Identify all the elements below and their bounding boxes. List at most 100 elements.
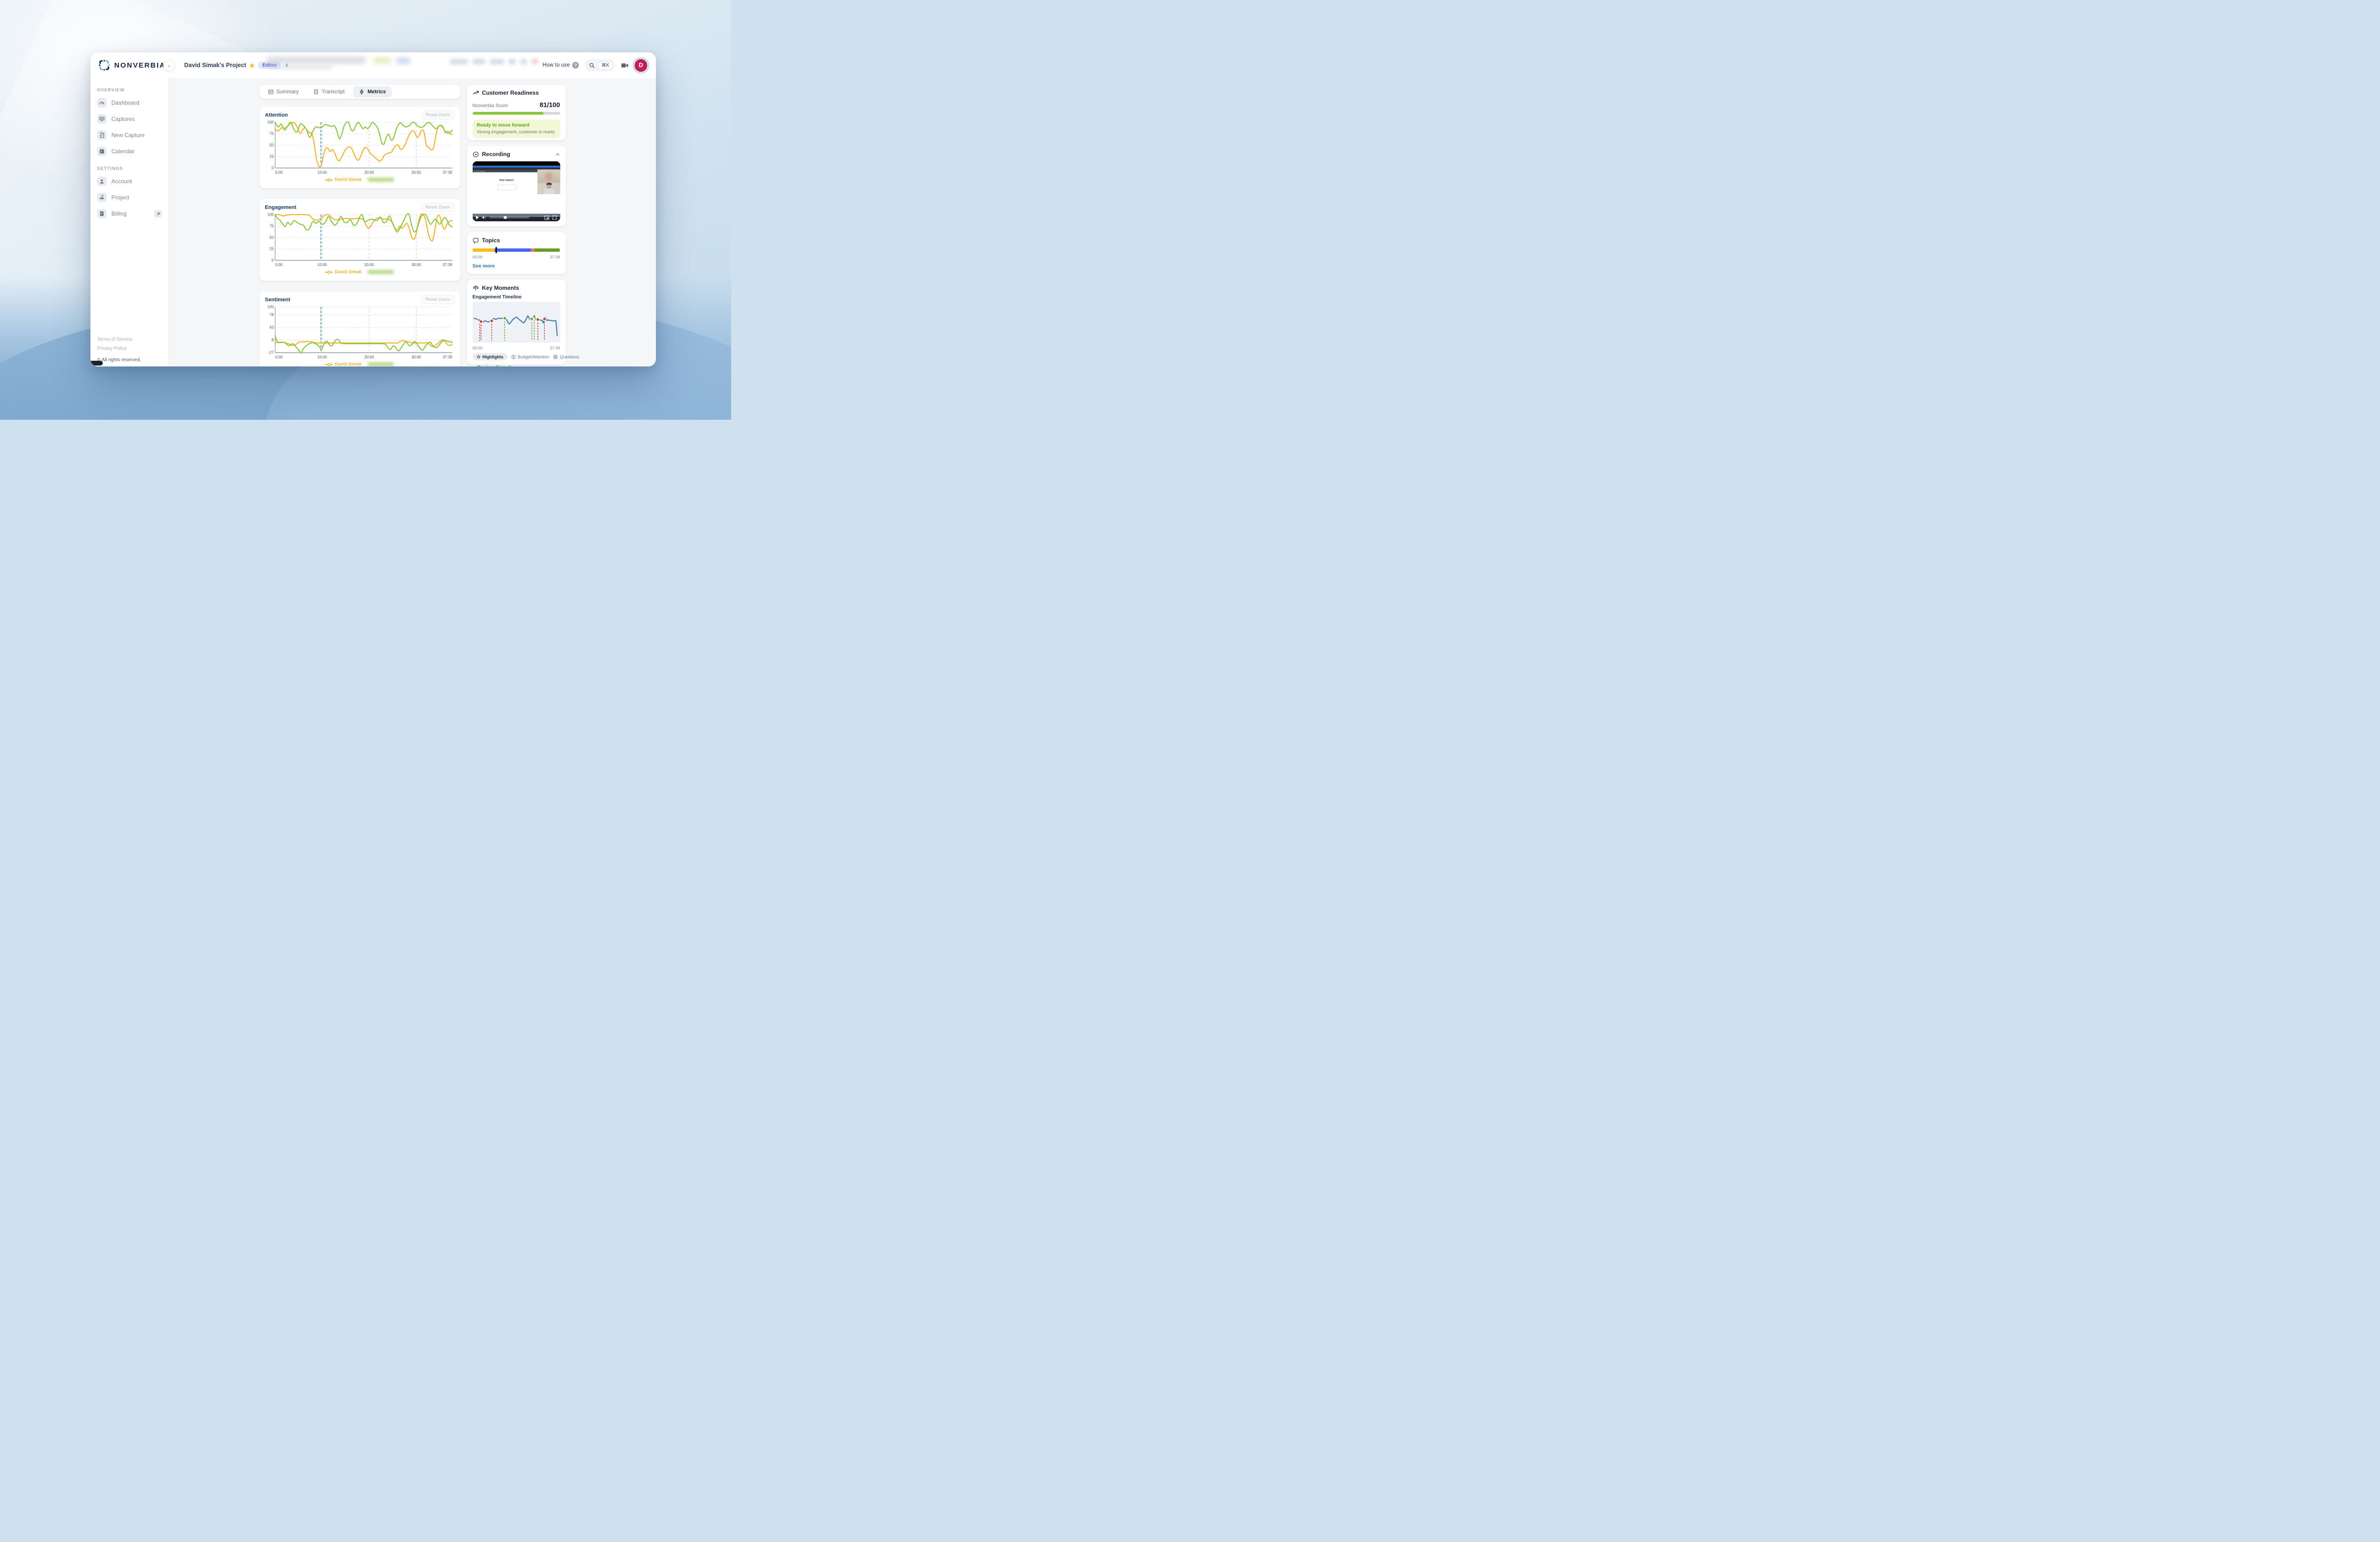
topic-segment-2[interactable] [530, 248, 535, 252]
logo-mark-icon [99, 59, 110, 71]
legend-david-simak[interactable]: David Simak [325, 269, 362, 275]
how-to-use-link[interactable]: How to use ? [543, 62, 579, 69]
sidebar-item-captures[interactable]: Captures [97, 113, 162, 125]
chart-legend: David Simak [265, 176, 455, 183]
avatar[interactable]: D [635, 59, 647, 72]
sidebar-collapse-button[interactable]: ‹ [163, 60, 175, 71]
legend-marker-icon [325, 178, 333, 181]
sidebar-item-dashboard[interactable]: Dashboard [97, 97, 162, 109]
sidebar: OVERVIEW Dashboard Captures [90, 78, 169, 366]
transcript-icon [314, 89, 318, 94]
filter-budget-attention[interactable]: $ Budget/Attention [511, 355, 549, 359]
volume-icon[interactable] [482, 215, 486, 220]
engagement-chart[interactable]: 0 25 50 75 100 0:00 10:00 20:00 30:00 37:39 [265, 212, 455, 268]
app-header: NONVERBIA ‹ David Simak's Project Editor… [90, 52, 656, 78]
project-selector[interactable]: David Simak's Project Editor ▲ ▼ [184, 61, 288, 69]
legend-redacted[interactable] [367, 270, 394, 274]
sidebar-item-project[interactable]: Project [97, 191, 162, 204]
brand-name: NONVERBIA [114, 61, 166, 69]
sidebar-item-label: Calendar [111, 148, 135, 155]
legend-marker-icon [325, 363, 333, 366]
sidebar-item-new-capture[interactable]: New Capture [97, 129, 162, 141]
video-player[interactable]: New Capture [472, 161, 560, 221]
charts-column: Summary Transcript Metrics [259, 85, 460, 366]
km-end-time: 37:39 [550, 346, 560, 350]
reset-zoom-button[interactable]: Reset Zoom [421, 203, 455, 212]
buying-signals[interactable]: Buying Signals [472, 365, 560, 367]
buying-signals-dot-icon [473, 366, 475, 367]
svg-text:43: 43 [269, 326, 274, 330]
topics-playhead[interactable] [495, 247, 497, 253]
search-button[interactable]: ⌘K [585, 59, 615, 71]
engagement-timeline-chart[interactable] [472, 302, 560, 343]
external-link-icon[interactable] [154, 210, 162, 217]
project-sort-chevrons-icon[interactable]: ▲ ▼ [285, 62, 289, 69]
topic-segment-1[interactable] [494, 248, 531, 252]
brand-logo[interactable]: NONVERBIA [90, 59, 169, 71]
header-actions: How to use ? ⌘K D [543, 59, 656, 72]
camera-icon[interactable] [621, 61, 629, 69]
fullscreen-icon[interactable] [552, 215, 557, 220]
life-ring-icon [553, 355, 558, 359]
play-circle-icon [473, 151, 478, 157]
pip-icon[interactable] [544, 215, 549, 220]
sentiment-chart-card: Sentiment Reset Zoom -27 8 43 78 100 0:00 10:0… [259, 291, 460, 366]
see-more-link[interactable]: See more [472, 263, 495, 269]
filter-label: Highlights [482, 354, 504, 359]
sentiment-chart[interactable]: -27 8 43 78 100 0:00 10:00 20:00 30:00 37:39 [265, 304, 455, 360]
key-moments-card: Key Moments Engagement Timeline 00:00 37… [466, 280, 579, 367]
legend-redacted[interactable] [367, 362, 394, 366]
mini-page-title: New Capture [499, 179, 514, 182]
topics-icon [473, 237, 478, 243]
sidebar-section-overview: OVERVIEW [97, 88, 125, 92]
sidebar-section-settings: SETTINGS [97, 166, 123, 171]
sidebar-item-label: Project [111, 194, 129, 201]
attention-chart[interactable]: 0 25 50 75 100 0:00 10:00 20:00 30:00 37:39 [265, 119, 455, 176]
search-icon [589, 63, 595, 68]
topic-segment-0[interactable] [472, 248, 495, 252]
legend-label: David Simak [335, 269, 362, 275]
svg-text:50: 50 [269, 143, 274, 148]
sidebar-item-label: Captures [111, 116, 135, 122]
terms-link[interactable]: Terms of Service [97, 337, 133, 342]
svg-text:20:00: 20:00 [364, 355, 374, 359]
volume-slider[interactable] [489, 216, 529, 219]
dollar-circle-icon: $ [511, 355, 516, 359]
tab-metrics[interactable]: Metrics [353, 86, 392, 98]
topics-timeline[interactable] [472, 247, 560, 253]
hanger-icon [97, 193, 107, 202]
sidebar-item-calendar[interactable]: Calendar [97, 145, 162, 158]
reset-zoom-button[interactable]: Reset Zoom [421, 110, 455, 119]
filter-questions[interactable]: Questions [553, 355, 579, 359]
chevron-up-icon[interactable] [555, 152, 560, 157]
svg-text:$: $ [101, 212, 103, 215]
privacy-link[interactable]: Privacy Policy [97, 346, 127, 351]
play-button[interactable] [476, 216, 479, 219]
engagement-timeline-subtitle: Engagement Timeline [472, 295, 522, 300]
summary-icon [268, 89, 273, 94]
sidebar-footer: Terms of Service Privacy Policy © All ri… [90, 335, 169, 366]
tab-transcript[interactable]: Transcript [307, 86, 351, 98]
readiness-title: Customer Readiness [482, 89, 539, 96]
topics-card: Topics 00:00 37:39 See more [466, 232, 566, 274]
legend-david-simak[interactable]: David Simak [325, 362, 362, 366]
svg-text:-27: -27 [268, 351, 274, 355]
legend-label: David Simak [335, 177, 362, 182]
topics-end-time: 37:39 [550, 255, 560, 259]
svg-text:25: 25 [269, 247, 274, 251]
sidebar-item-account[interactable]: Account [97, 175, 162, 188]
webcam-person-hoodie [543, 188, 555, 194]
filter-highlights[interactable]: Highlights [472, 353, 507, 360]
svg-text:100: 100 [267, 305, 274, 309]
webcam-room [537, 183, 560, 194]
mini-browser-tabs [472, 168, 560, 170]
reset-zoom-button[interactable]: Reset Zoom [421, 295, 455, 304]
webcam-person-face [546, 185, 551, 189]
legend-david-simak[interactable]: David Simak [325, 177, 362, 182]
help-icon[interactable]: ? [572, 62, 579, 69]
svg-text:30:00: 30:00 [411, 355, 421, 359]
tab-summary[interactable]: Summary [262, 86, 305, 98]
sidebar-item-billing[interactable]: $ Billing [97, 208, 162, 220]
legend-redacted[interactable] [367, 178, 394, 182]
topic-segment-3[interactable] [535, 248, 560, 252]
